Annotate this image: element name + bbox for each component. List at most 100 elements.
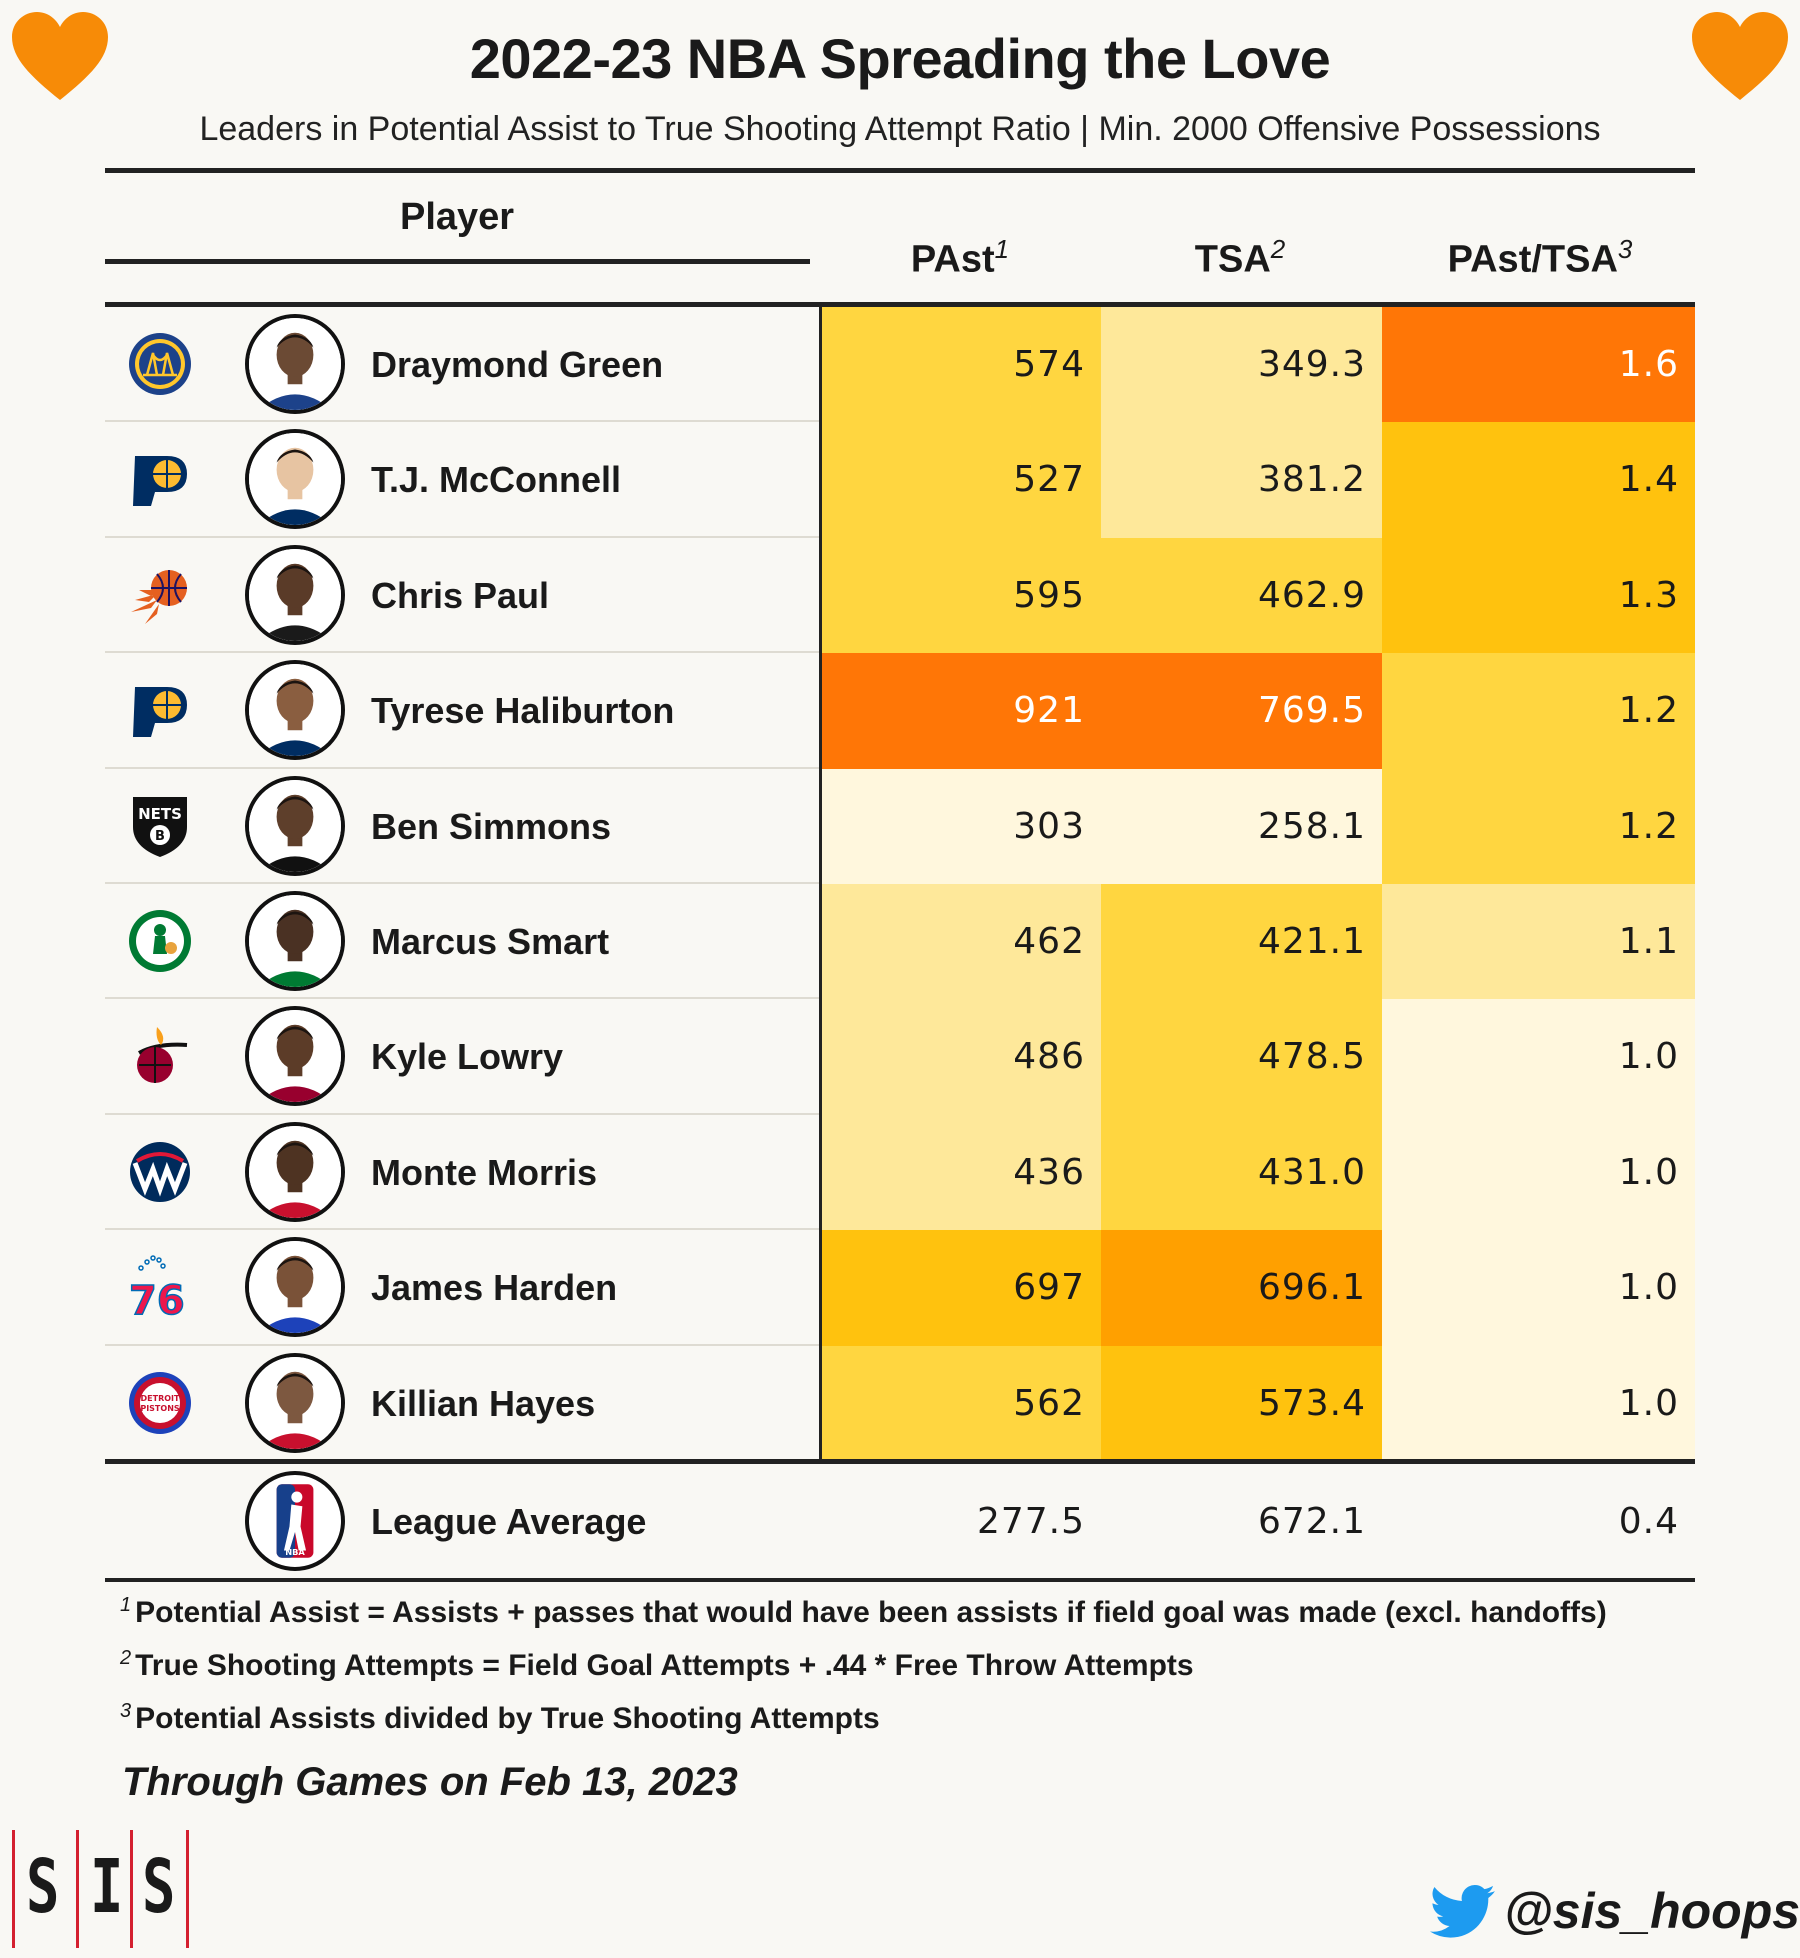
team-logo-icon bbox=[127, 1139, 193, 1205]
league-average-tsa: 672.1 bbox=[1257, 1501, 1366, 1542]
table-row: DETROIT PISTONS Killian Hayes 562 573.4 1.0 bbox=[105, 1345, 1695, 1461]
tsa-cell: 462.9 bbox=[1101, 537, 1382, 654]
league-average-past: 277.5 bbox=[976, 1501, 1085, 1542]
heart-icon bbox=[1692, 12, 1788, 100]
past-cell: 486 bbox=[820, 999, 1101, 1115]
past-cell: 574 bbox=[820, 307, 1101, 423]
player-name: Draymond Green bbox=[371, 344, 664, 385]
header-past: PAst1 bbox=[880, 234, 1040, 282]
tsa-cell: 349.3 bbox=[1101, 307, 1382, 423]
table-row: T.J. McConnell 527 381.2 1.4 bbox=[105, 422, 1695, 538]
header-ratio-label: PAst/TSA bbox=[1447, 238, 1618, 281]
player-name: James Harden bbox=[371, 1267, 618, 1309]
past-cell: 527 bbox=[820, 422, 1101, 538]
player-name: T.J. McConnell bbox=[371, 459, 622, 501]
divider bbox=[105, 168, 1695, 173]
twitter-handle[interactable]: @sis_hoops bbox=[1430, 1880, 1800, 1940]
tsa-cell: 573.4 bbox=[1101, 1345, 1382, 1461]
team-logo-icon bbox=[127, 908, 193, 974]
team-logo-icon bbox=[127, 677, 193, 743]
footnote-mark: 1 bbox=[994, 234, 1010, 264]
player-name: Tyrese Haliburton bbox=[371, 690, 675, 732]
team-logo-icon: DETROIT PISTONS bbox=[127, 1370, 193, 1436]
player-avatar bbox=[245, 1352, 345, 1453]
header-tsa: TSA2 bbox=[1160, 234, 1320, 282]
logo-letter: S bbox=[26, 1844, 60, 1930]
table-row: Monte Morris 436 431.0 1.0 bbox=[105, 1114, 1695, 1231]
footnote-mark: 3 bbox=[1617, 234, 1633, 264]
svg-text:76: 76 bbox=[129, 1278, 185, 1320]
twitter-bird-icon bbox=[1430, 1884, 1495, 1938]
table-row: Chris Paul 595 462.9 1.3 bbox=[105, 537, 1695, 654]
svg-text:NBA: NBA bbox=[285, 1547, 305, 1557]
ratio-cell: 1.2 bbox=[1382, 653, 1695, 769]
chart-title: 2022-23 NBA Spreading the Love bbox=[469, 27, 1331, 90]
table-row: 76 James Harden 697 696.1 1.0 bbox=[105, 1230, 1695, 1346]
past-cell: 462 bbox=[820, 883, 1101, 1000]
footnote-2: 2 True Shooting Attempts = Field Goal Att… bbox=[120, 1647, 1194, 1683]
logo-bar bbox=[186, 1830, 189, 1948]
past-cell: 595 bbox=[820, 537, 1101, 654]
divider bbox=[105, 259, 810, 264]
through-date: Through Games on Feb 13, 2023 bbox=[122, 1760, 738, 1804]
twitter-handle-text: @sis_hoops bbox=[1504, 1883, 1800, 1939]
player-avatar bbox=[245, 429, 345, 530]
player-name: Ben Simmons bbox=[371, 805, 612, 847]
svg-text:DETROIT: DETROIT bbox=[141, 1394, 181, 1403]
footnote-3: 3 Potential Assists divided by True Shoot… bbox=[120, 1700, 880, 1736]
logo-bar bbox=[130, 1830, 133, 1948]
table-row: Marcus Smart 462 421.1 1.1 bbox=[105, 883, 1695, 1000]
table-row: NETS B Ben Simmons 303 258.1 1.2 bbox=[105, 768, 1695, 884]
team-logo-icon: 76 bbox=[127, 1254, 193, 1325]
tsa-cell: 478.5 bbox=[1101, 999, 1382, 1115]
ratio-cell: 1.0 bbox=[1382, 1114, 1695, 1231]
footnote-mark: 2 bbox=[1270, 234, 1286, 264]
tsa-cell: 258.1 bbox=[1101, 768, 1382, 884]
sis-logo: S I S bbox=[8, 1830, 189, 1950]
tsa-cell: 769.5 bbox=[1101, 653, 1382, 769]
player-name: Chris Paul bbox=[371, 574, 550, 616]
player-name: Monte Morris bbox=[371, 1151, 598, 1193]
divider bbox=[105, 1578, 1695, 1582]
player-avatar bbox=[245, 1237, 345, 1338]
past-cell: 562 bbox=[820, 1345, 1101, 1461]
header-tsa-label: TSA bbox=[1194, 238, 1271, 281]
tsa-cell: 696.1 bbox=[1101, 1230, 1382, 1346]
league-average-label: League Average bbox=[371, 1501, 647, 1542]
league-average-ratio: 0.4 bbox=[1618, 1501, 1679, 1542]
league-average-row: NBA League Average 277.5 672.1 0.4 bbox=[105, 1464, 1695, 1579]
player-name: Killian Hayes bbox=[371, 1382, 596, 1424]
footnote-mark: 3 bbox=[120, 1700, 132, 1722]
ratio-cell: 1.1 bbox=[1382, 883, 1695, 1000]
past-cell: 921 bbox=[820, 653, 1101, 769]
column-divider bbox=[819, 307, 822, 1459]
tsa-cell: 431.0 bbox=[1101, 1114, 1382, 1231]
player-avatar bbox=[245, 775, 345, 876]
player-avatar bbox=[245, 660, 345, 761]
nba-logo-icon: NBA bbox=[245, 1471, 345, 1571]
header-past-label: PAst bbox=[910, 238, 995, 281]
logo-bar bbox=[76, 1830, 79, 1948]
ratio-cell: 1.6 bbox=[1382, 307, 1695, 423]
ratio-cell: 1.3 bbox=[1382, 537, 1695, 654]
past-cell: 303 bbox=[820, 768, 1101, 884]
heart-icon bbox=[12, 12, 108, 100]
team-logo-icon bbox=[127, 1023, 193, 1089]
past-cell: 697 bbox=[820, 1230, 1101, 1346]
ratio-cell: 1.0 bbox=[1382, 1230, 1695, 1346]
team-logo-icon bbox=[127, 331, 193, 397]
svg-text:B: B bbox=[155, 829, 165, 844]
stats-table: Draymond Green 574 349.3 1.6 T.J. McConnell 5… bbox=[105, 307, 1695, 1461]
tsa-cell: 381.2 bbox=[1101, 422, 1382, 538]
ratio-cell: 1.0 bbox=[1382, 1345, 1695, 1461]
chart-subtitle: Leaders in Potential Assist to True Shoo… bbox=[199, 110, 1601, 148]
player-avatar bbox=[245, 314, 345, 414]
player-name: Marcus Smart bbox=[371, 920, 610, 962]
team-logo-icon bbox=[127, 562, 193, 628]
player-avatar bbox=[245, 544, 345, 645]
footnote-mark: 2 bbox=[120, 1647, 132, 1669]
header-ratio: PAst/TSA3 bbox=[1410, 234, 1670, 282]
logo-letter: S bbox=[142, 1844, 176, 1930]
logo-letter: I bbox=[90, 1844, 124, 1930]
table-row: Tyrese Haliburton 921 769.5 1.2 bbox=[105, 653, 1695, 769]
